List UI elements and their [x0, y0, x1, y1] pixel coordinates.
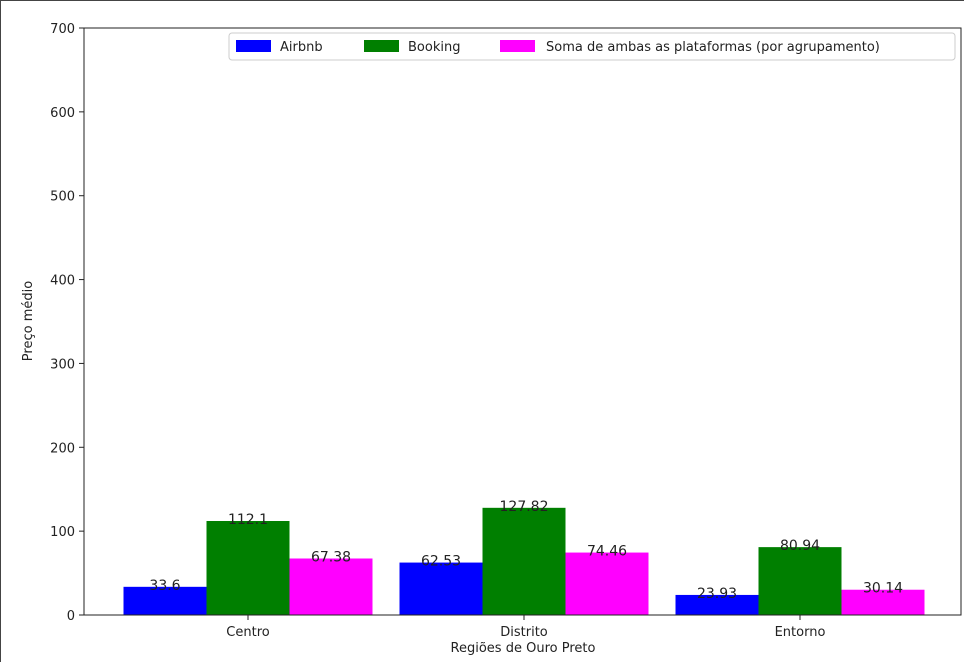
y-axis-label: Preço médio — [21, 281, 36, 361]
data-label-booking-distrito: 127.82 — [500, 499, 549, 515]
bar-soma-distrito — [565, 552, 649, 615]
bar-airbnb-centro — [123, 586, 207, 615]
legend-swatch — [236, 40, 271, 52]
y-tick-label: 400 — [50, 274, 75, 289]
bar-booking-centro — [206, 520, 290, 615]
x-axis-label: Regiões de Ouro Preto — [451, 641, 596, 656]
data-labels-layer: 33.6 112.1 67.38 62.53 127.82 74.46 23.93 80.94… — [149, 499, 903, 602]
bar-airbnb-distrito — [399, 562, 483, 615]
y-axis: 0 100 200 300 400 500 600 700 — [50, 22, 84, 624]
y-tick-label: 500 — [50, 190, 75, 205]
y-tick-label: 200 — [50, 441, 75, 456]
legend-label: Airbnb — [280, 40, 323, 55]
x-tick-label: Centro — [226, 625, 269, 640]
data-label-airbnb-entorno: 23.93 — [697, 586, 737, 602]
frame-left-border — [0, 0, 1, 662]
bar-booking-distrito — [482, 507, 566, 615]
x-tick-label: Entorno — [775, 625, 826, 640]
data-label-booking-centro: 112.1 — [228, 512, 268, 528]
bar-soma-centro — [289, 558, 373, 615]
plot-area-frame — [83, 27, 962, 616]
bar-booking-entorno — [758, 547, 842, 615]
legend-box — [228, 32, 956, 61]
x-axis: Centro Distrito Entorno — [226, 615, 825, 640]
legend-swatch — [500, 40, 535, 52]
legend-swatch — [364, 40, 399, 52]
legend-label: Booking — [408, 40, 460, 55]
data-label-airbnb-centro: 33.6 — [149, 578, 180, 594]
bar-soma-entorno — [841, 589, 925, 615]
y-tick-label: 100 — [50, 525, 75, 540]
y-tick-label: 600 — [50, 106, 75, 121]
bars-layer — [123, 507, 925, 615]
data-label-soma-centro: 67.38 — [311, 549, 351, 565]
y-tick-label: 300 — [50, 357, 75, 372]
frame-top-border — [0, 0, 964, 1]
data-label-booking-entorno: 80.94 — [780, 538, 820, 554]
legend-label: Soma de ambas as plataformas (por agrupa… — [546, 40, 880, 55]
y-tick-label: 700 — [50, 22, 75, 37]
data-label-soma-distrito: 74.46 — [587, 544, 627, 560]
data-label-airbnb-distrito: 62.53 — [421, 554, 461, 570]
legend: Airbnb Booking Soma de ambas as plataforma… — [228, 32, 956, 61]
y-tick-label: 0 — [67, 609, 75, 624]
bar-airbnb-entorno — [675, 594, 759, 615]
x-tick-label: Distrito — [500, 625, 548, 640]
data-label-soma-entorno: 30.14 — [863, 581, 903, 597]
